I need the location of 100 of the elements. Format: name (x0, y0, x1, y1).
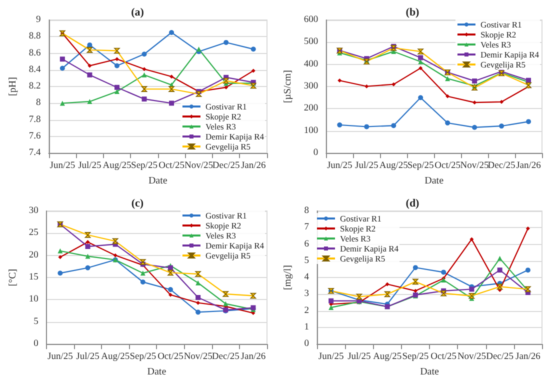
point (500, 100, 504, 104)
x-tick-label: Dec/25 (212, 161, 240, 172)
point (196, 91, 202, 97)
x-tick-label: Aug/25 (379, 161, 408, 172)
point (114, 63, 120, 68)
y-tick-label: 600 (304, 15, 318, 25)
x-tick-label: Jan/26 (240, 161, 266, 172)
x-tick-label: Jan/26 (516, 352, 541, 362)
x-tick-label: Jul/25 (76, 352, 100, 362)
y-tick-label: 8 (36, 98, 42, 108)
point (384, 291, 390, 298)
y-tick-label: 25 (28, 228, 39, 238)
point (472, 84, 478, 91)
point (195, 271, 201, 277)
point (472, 78, 478, 84)
y-tick-label: 1 (304, 322, 310, 332)
point (470, 237, 474, 242)
y-tick-label: 2 (304, 306, 310, 316)
legend-label: Gostivar R1 (205, 210, 247, 220)
point (412, 265, 418, 270)
point (469, 286, 474, 292)
point (418, 95, 424, 100)
x-tick-label: Jun/25 (318, 352, 344, 362)
point (250, 292, 256, 299)
point (224, 40, 229, 45)
y-axis-title: [°C] (8, 268, 18, 286)
x-tick-label: Aug/25 (101, 352, 130, 362)
legend-label: Demir Kapija R4 (340, 244, 400, 254)
point (441, 270, 446, 275)
point (223, 78, 229, 84)
y-tick-label: 500 (304, 37, 318, 48)
x-tick-label: Nov/25 (184, 161, 214, 172)
chart-title: (d) (406, 198, 420, 210)
point (196, 310, 201, 315)
legend-label: Skopje R2 (340, 224, 376, 234)
y-tick-label: 0 (304, 339, 310, 350)
point (58, 248, 63, 254)
chart-title: (c) (131, 198, 144, 210)
point (142, 96, 147, 102)
x-tick-label: Oct/25 (430, 352, 457, 362)
y-tick-label: 7 (304, 222, 310, 233)
x-tick-label: Dec/25 (486, 352, 514, 362)
point (60, 56, 65, 62)
point (337, 122, 342, 128)
y-tick-label: 100 (304, 126, 318, 136)
legend-label: Veles R3 (205, 122, 236, 132)
x-tick-label: Jun/25 (326, 161, 353, 172)
y-tick-label: 7.8 (28, 114, 42, 125)
x-tick-label: Aug/25 (373, 352, 402, 362)
legend-label: Veles R3 (480, 40, 511, 50)
point (441, 278, 446, 283)
point (445, 120, 450, 126)
point (497, 268, 502, 273)
y-axis-title: [µS/cm] (282, 70, 294, 104)
y-tick-label: 4 (304, 272, 310, 283)
x-tick-label: Jul/25 (355, 161, 378, 172)
y-tick-label: 20 (28, 250, 39, 260)
y-tick-label: 5 (304, 256, 310, 266)
legend-label: Gevgelija R5 (205, 250, 251, 260)
legend-label: Gostivar R1 (340, 214, 382, 224)
y-axis-title: [mg/l] (282, 265, 294, 290)
x-tick-label: Nov/25 (184, 352, 213, 362)
legend-label: Gevgelija R5 (205, 142, 251, 152)
legend-label: Veles R3 (340, 234, 370, 244)
point (169, 30, 174, 35)
legend-label: Gostivar R1 (480, 20, 522, 30)
x-tick-label: Jan/26 (516, 161, 542, 172)
y-tick-label: 8.4 (28, 64, 42, 75)
legend-label: Gevgelija R5 (480, 60, 526, 70)
x-axis-title: Date (424, 176, 444, 186)
point (168, 270, 174, 276)
point (440, 290, 446, 296)
y-tick-label: 9 (36, 15, 42, 25)
point (196, 300, 200, 305)
point (196, 280, 201, 286)
point (499, 124, 504, 129)
point (114, 48, 120, 54)
x-tick-label: Oct/25 (434, 161, 461, 172)
point (85, 265, 90, 270)
point (142, 67, 146, 72)
point (392, 82, 396, 86)
y-tick-label: 3 (304, 289, 310, 300)
point (114, 89, 120, 94)
x-tick-label: Jul/25 (78, 161, 102, 172)
point (472, 124, 478, 130)
point (196, 46, 202, 52)
x-tick-label: Sep/25 (407, 161, 434, 172)
point (87, 42, 92, 48)
legend-label: Skopje R2 (480, 30, 516, 40)
point (418, 66, 423, 70)
point (364, 84, 369, 88)
point (497, 256, 502, 261)
x-tick-label: Nov/25 (460, 161, 490, 172)
point (85, 254, 90, 259)
point (86, 240, 90, 244)
y-tick-label: 0 (313, 148, 318, 158)
y-tick-label: 8 (304, 206, 310, 216)
point (170, 74, 174, 79)
point (60, 100, 65, 106)
point (338, 78, 342, 83)
